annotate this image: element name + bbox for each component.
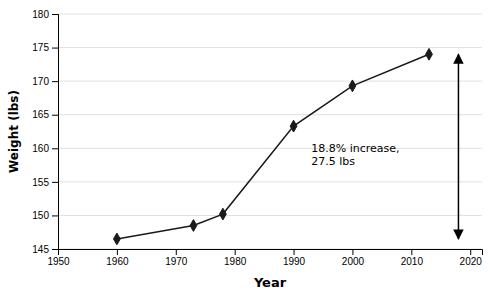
y-tick: 165 — [32, 109, 58, 120]
grid-line — [58, 181, 482, 182]
grid-line — [58, 47, 482, 48]
x-axis-line — [59, 250, 483, 256]
y-tick: 145 — [32, 244, 58, 255]
y-tick-label: 150 — [32, 210, 49, 221]
y-tick-mark — [52, 182, 58, 183]
series — [113, 48, 432, 244]
x-tick-label: 2020 — [460, 256, 483, 267]
y-tick-label: 160 — [32, 143, 49, 154]
y-tick-mark — [52, 14, 58, 15]
grid-line — [58, 114, 482, 115]
marker — [426, 48, 433, 60]
annotation: 18.8% increase,27.5 lbs — [311, 142, 399, 168]
chart: 1950 1960 1970 1980 1990 2000 2010 2020 145 150 15… — [0, 0, 500, 295]
x-tick: 1980 — [224, 249, 247, 267]
y-axis-title: Weight (lbs) — [7, 90, 21, 173]
y-tick: 155 — [32, 177, 58, 188]
grid-line — [58, 215, 482, 216]
x-tick-mark — [176, 249, 177, 255]
plot: 1950 1960 1970 1980 1990 2000 2010 2020 145 150 15… — [32, 9, 482, 267]
x-tick: 1990 — [283, 249, 306, 267]
marker — [219, 208, 226, 220]
y-tick-mark — [52, 48, 58, 49]
y-tick: 170 — [32, 76, 58, 87]
y-tick-label: 165 — [32, 109, 49, 120]
grid — [58, 14, 482, 249]
x-tick: 2010 — [401, 249, 424, 267]
x-tick-mark — [411, 249, 412, 255]
marker — [190, 220, 197, 232]
x-tick: 1960 — [106, 249, 129, 267]
y-tick-mark — [52, 215, 58, 216]
x-tick-label: 1980 — [224, 256, 247, 267]
y-tick-label: 170 — [32, 76, 49, 87]
x-tick-mark — [352, 249, 353, 255]
x-tick-label: 2000 — [342, 256, 365, 267]
y-tick-mark — [52, 148, 58, 149]
marker — [290, 120, 297, 132]
grid-line — [58, 148, 482, 149]
x-tick-label: 1970 — [165, 256, 188, 267]
x-tick-label: 2010 — [401, 256, 424, 267]
x-tick-mark — [117, 249, 118, 255]
x-tick-label: 1990 — [283, 256, 306, 267]
y-tick: 180 — [32, 9, 58, 20]
x-tick: 2000 — [342, 249, 365, 267]
y-tick-label: 180 — [32, 9, 49, 20]
y-tick: 175 — [32, 42, 58, 53]
y-axis-line — [52, 15, 59, 250]
y-tick: 160 — [32, 143, 58, 154]
x-axis: 1950 1960 1970 1980 1990 2000 2010 2020 — [47, 249, 482, 267]
y-tick-label: 175 — [32, 42, 49, 53]
y-tick-label: 155 — [32, 177, 49, 188]
x-tick-mark — [235, 249, 236, 255]
y-tick-mark — [52, 115, 58, 116]
y-tick-mark — [52, 81, 58, 82]
line — [117, 54, 429, 239]
x-tick-label: 1960 — [106, 256, 129, 267]
x-tick-label: 1950 — [47, 256, 70, 267]
x-tick: 1970 — [165, 249, 188, 267]
y-tick-mark — [52, 249, 58, 250]
grid-line — [58, 14, 482, 15]
arrow — [458, 54, 460, 239]
y-tick-label: 145 — [32, 244, 49, 255]
x-tick-mark — [470, 249, 471, 255]
marker — [113, 233, 120, 245]
x-axis-title: Year — [253, 275, 287, 290]
x-tick: 2020 — [460, 249, 483, 267]
x-tick: 1950 — [47, 249, 70, 267]
y-axis: 145 150 155 160 165 170 175 180 — [32, 9, 58, 255]
y-tick: 150 — [32, 210, 58, 221]
grid-line — [58, 81, 482, 82]
x-tick-mark — [294, 249, 295, 255]
marker — [349, 80, 356, 92]
